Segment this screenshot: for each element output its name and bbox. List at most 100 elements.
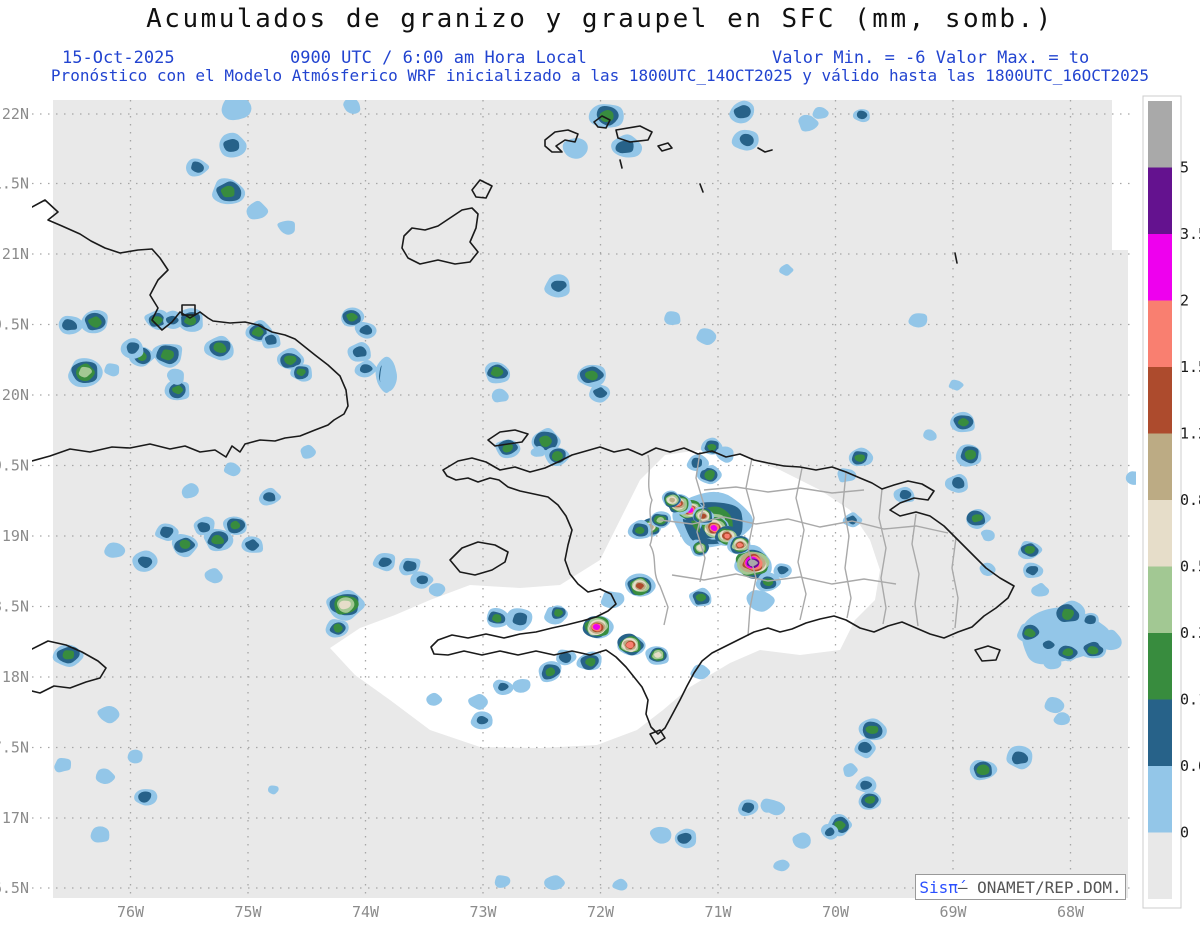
hail-cell: [562, 138, 588, 159]
hail-cell-ring: [230, 520, 241, 530]
hail-cell: [855, 776, 877, 793]
colorbar-segment: [1148, 433, 1172, 500]
hail-cell-ring: [980, 529, 995, 542]
hail-cell-ring: [824, 827, 835, 837]
hail-cell-ring: [104, 363, 120, 377]
hail-cell-ring: [707, 443, 717, 451]
hail-cell: [410, 571, 434, 589]
hail-cell-ring: [1024, 628, 1036, 638]
hail-cell-ring: [300, 444, 316, 459]
hail-cell-ring: [971, 514, 983, 523]
hail-cell: [612, 878, 628, 891]
hail-cell-ring: [615, 140, 634, 154]
hail-cell: [779, 264, 794, 276]
hail-cell-ring: [416, 575, 429, 585]
hail-cell-ring: [333, 623, 343, 633]
hail-cell: [80, 310, 108, 334]
hail-cell-ring: [204, 568, 223, 584]
hail-cell-ring: [1053, 712, 1070, 726]
hail-cell: [969, 760, 998, 781]
hail-cell: [166, 368, 184, 385]
hail-cell: [715, 446, 734, 463]
hail-cell: [152, 343, 183, 368]
hail-cell-ring: [184, 315, 197, 326]
lon-tick-label: 70W: [822, 903, 850, 921]
hail-cell: [95, 768, 116, 785]
colorbar-segment: [1148, 167, 1172, 234]
lon-tick-label: 76W: [117, 903, 145, 921]
hail-cell-ring: [834, 820, 846, 831]
hail-cell: [97, 705, 120, 724]
coast-cay-3: [757, 147, 773, 153]
hail-cell: [837, 468, 857, 483]
coast-great-inagua: [401, 207, 479, 265]
hail-cell: [798, 114, 819, 132]
hail-cell-ring: [948, 379, 964, 391]
hail-cell-ring: [539, 435, 552, 447]
hail-cell: [343, 100, 361, 114]
hail-cell: [484, 361, 511, 384]
hail-cell: [1042, 656, 1062, 670]
hail-cell-ring: [251, 326, 264, 337]
hail-cell: [241, 536, 264, 553]
hail-cell: [277, 220, 295, 235]
hail-cell: [755, 572, 782, 592]
hail-cell: [144, 309, 169, 330]
coast-cay-4: [954, 252, 958, 264]
subtitle-model: Pronóstico con el Modelo Atmósferico WRF…: [50, 66, 1150, 85]
hail-cell: [738, 799, 759, 817]
hail-cell: [690, 664, 711, 680]
hail-cell: [843, 763, 858, 777]
hail-cell-ring: [191, 161, 204, 173]
hail-cell: [530, 445, 546, 457]
hail-cell-ring: [1087, 646, 1099, 655]
hail-cell-ring: [512, 679, 531, 693]
hail-cell-ring: [90, 826, 110, 843]
hail-cell-ring: [592, 624, 601, 630]
colorbar-tick-label: 2: [1180, 292, 1189, 310]
hail-cell: [773, 859, 790, 872]
hail-cell: [1031, 582, 1050, 597]
coast-cuba-cay: [181, 304, 196, 316]
coast-gonave: [449, 541, 509, 576]
hail-cell: [512, 679, 531, 693]
hail-cell: [1006, 745, 1033, 770]
hail-cell: [1023, 562, 1044, 579]
hail-cell: [923, 429, 937, 441]
hail-cell: [544, 274, 570, 298]
lon-tick-label: 72W: [587, 903, 615, 921]
hail-cell-ring: [1042, 656, 1062, 670]
hail-cell-ring: [352, 346, 367, 358]
lon-axis-labels: 76W 75W 74W 73W 72W 71W 70W 69W 68W: [117, 903, 1085, 921]
hail-cell-ring: [1024, 545, 1035, 554]
hail-cell: [1044, 697, 1065, 714]
coast-cay-1: [619, 159, 623, 169]
hail-cell-ring: [585, 657, 596, 667]
hail-cell: [966, 509, 991, 529]
hail-cell: [1037, 637, 1059, 654]
hail-cell-ring: [211, 534, 225, 545]
hail-cell: [858, 791, 882, 810]
hail-cell-ring: [78, 366, 92, 378]
subtitle-date: 15-Oct-2025: [62, 48, 175, 68]
hail-cell: [1017, 541, 1043, 560]
hail-cell: [104, 542, 126, 558]
colorbar-segment: [1148, 832, 1172, 899]
hail-cell: [1053, 600, 1086, 628]
hail-cell: [246, 200, 269, 220]
hail-cell-ring: [1062, 608, 1074, 621]
hail-cell: [372, 553, 396, 572]
hail-cell: [727, 535, 751, 555]
hail-cell-ring: [865, 725, 879, 734]
coast-tortuga: [487, 429, 529, 447]
coast-little-inagua: [471, 179, 493, 199]
hail-cell-ring: [296, 368, 306, 377]
hail-cell: [290, 364, 312, 382]
hail-cell-ring: [245, 539, 260, 551]
colorbar-tick-label: 0.5: [1180, 558, 1200, 576]
hail-cell: [204, 335, 234, 361]
hail-cell: [792, 832, 811, 849]
coast-turks-1: [544, 129, 579, 153]
hail-cell: [155, 523, 179, 541]
